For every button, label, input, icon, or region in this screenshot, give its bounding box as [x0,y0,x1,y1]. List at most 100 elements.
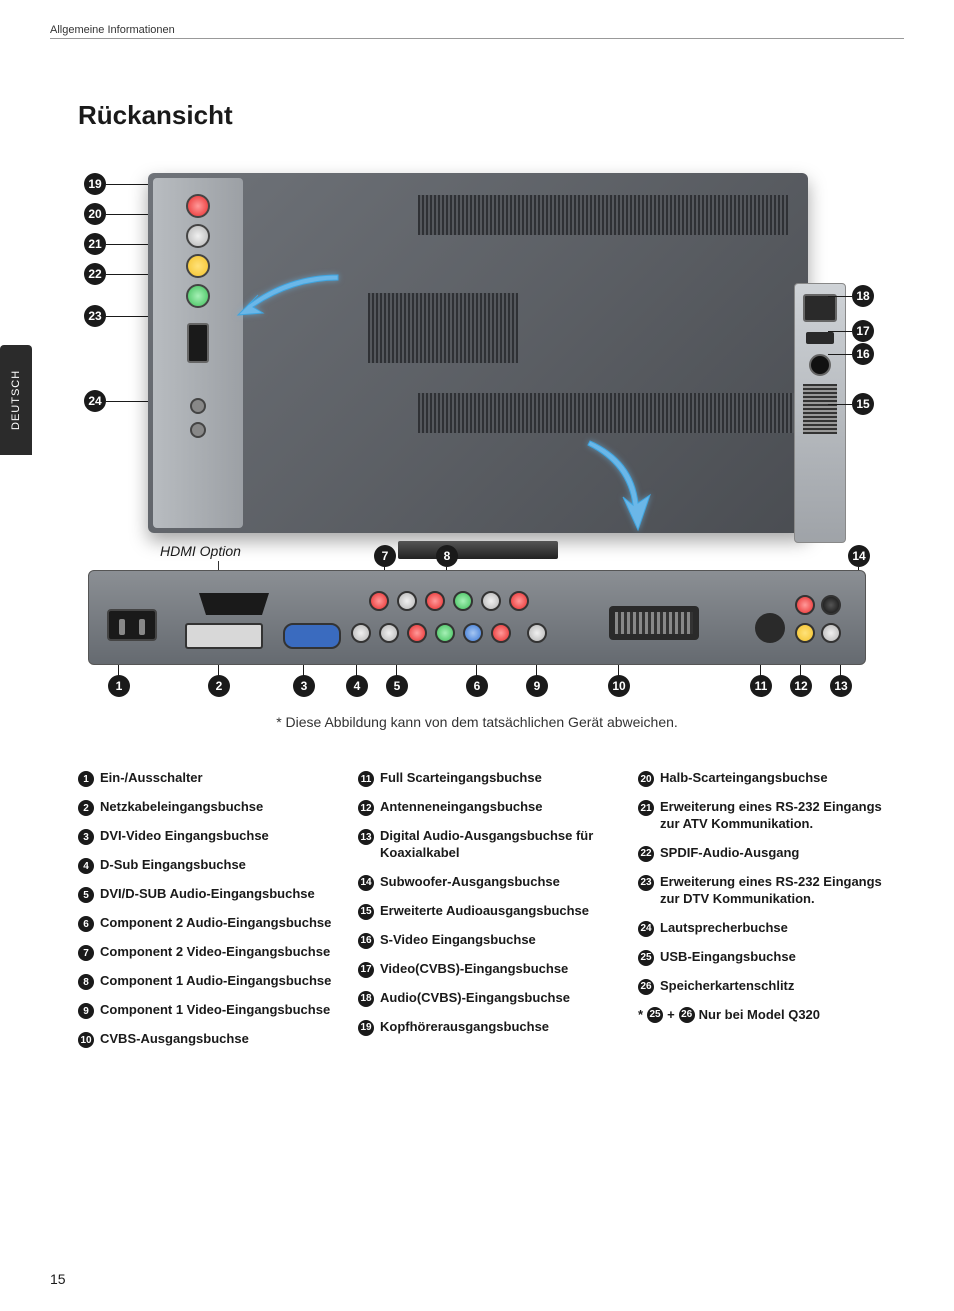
callout-number: 8 [436,545,458,567]
legend: 1Ein-/Ausschalter2Netzkabeleingangsbuchs… [78,770,898,1048]
footnote-text: Nur bei Model Q320 [699,1007,820,1022]
legend-column-2: 11Full Scarteingangsbuchse12Antenneneing… [358,770,618,1048]
dvi-audio-jack [351,623,371,643]
video-cvbs-port [806,332,834,344]
legend-label: CVBS-Ausgangsbuchse [100,1031,249,1048]
legend-label: Netzkabeleingangsbuchse [100,799,263,816]
half-scart-jack [186,224,210,248]
legend-item: 22SPDIF-Audio-Ausgang [638,845,898,862]
legend-number: 3 [78,829,94,845]
page-number: 15 [50,1271,66,1287]
legend-item: 3 DVI-Video Eingangsbuchse [78,828,338,845]
legend-item: 20Halb-Scarteingangsbuchse [638,770,898,787]
legend-number: 9 [78,1003,94,1019]
legend-item: 5 DVI/D-SUB Audio-Eingangsbuchse [78,886,338,903]
rs232-dtv-slot [187,323,209,363]
legend-item: 17 Video(CVBS)-Eingangsbuchse [358,961,618,978]
legend-item: 14 Subwoofer-Ausgangsbuchse [358,874,618,891]
legend-number: 11 [358,771,374,787]
legend-item: 11Full Scarteingangsbuchse [358,770,618,787]
header-rule [50,38,904,39]
callout-number: 2 [208,675,230,697]
legend-number: 23 [638,875,654,891]
tv-body [148,173,808,533]
component1-video-r [491,623,511,643]
legend-number: 4 [78,858,94,874]
hdmi-option-label: HDMI Option [160,543,241,559]
callout-number: 14 [848,545,870,567]
legend-item: 7Component 2 Video-Eingangsbuchse [78,944,338,961]
legend-item: 4 D-Sub Eingangsbuchse [78,857,338,874]
legend-number: 18 [358,991,374,1007]
legend-label: Subwoofer-Ausgangsbuchse [380,874,560,891]
legend-number: 2 [78,800,94,816]
headphone-jack [186,194,210,218]
legend-number: 15 [358,904,374,920]
legend-label: Erweiterung eines RS-232 Eingangs zur AT… [660,799,898,833]
legend-label: Lautsprecherbuchse [660,920,788,937]
dsub-port [283,623,341,649]
legend-number: 21 [638,800,654,816]
legend-item: 9Component 1 Video-Eingangsbuchse [78,1002,338,1019]
legend-item: 25USB-Eingangsbuchse [638,949,898,966]
legend-number: 5 [78,887,94,903]
legend-label: Erweiterung eines RS-232 Eingangs zur DT… [660,874,898,908]
callout-number: 16 [852,343,874,365]
left-jack-panel [153,178,243,528]
legend-label: DVI/D-SUB Audio-Eingangsbuchse [100,886,315,903]
callout-number: 4 [346,675,368,697]
rear-view-diagram: 192021222324 HDMI Option 78 [78,155,876,685]
component1-video-b [463,623,483,643]
footnote-num: 25 [647,1007,663,1023]
callout-number: 24 [84,390,106,412]
antenna-jack [821,623,841,643]
speaker-jack [190,398,206,414]
legend-item: 21 Erweiterung eines RS-232 Eingangs zur … [638,799,898,833]
dvi-port [185,623,263,649]
legend-label: DVI-Video Eingangsbuchse [100,828,269,845]
callout-number: 13 [830,675,852,697]
component2-video-w [397,591,417,611]
legend-label: Audio(CVBS)-Eingangsbuchse [380,990,570,1007]
audio-cvbs-port [803,294,837,322]
callout-number: 23 [84,305,106,327]
legend-item: 13Digital Audio-Ausgangsbuchse für Koaxi… [358,828,618,862]
legend-column-1: 1Ein-/Ausschalter2Netzkabeleingangsbuchs… [78,770,338,1048]
svideo-port [809,354,831,376]
component2-audio-w [379,623,399,643]
component1-audio-r2 [509,591,529,611]
callout-number: 17 [852,320,874,342]
legend-label: Halb-Scarteingangsbuchse [660,770,828,787]
legend-label: Kopfhörerausgangsbuchse [380,1019,549,1036]
legend-item: 19 Kopfhörerausgangsbuchse [358,1019,618,1036]
callout-number: 3 [293,675,315,697]
legend-item: 6Component 2 Audio-Eingangsbuchse [78,915,338,932]
legend-item: 18 Audio(CVBS)-Eingangsbuchse [358,990,618,1007]
callout-number: 6 [466,675,488,697]
legend-number: 7 [78,945,94,961]
legend-item: 24 Lautsprecherbuchse [638,920,898,937]
language-tab: DEUTSCH [0,345,32,455]
scart-full [755,613,785,643]
callout-leader [828,404,852,405]
component1-audio-r [425,591,445,611]
hdmi-port [199,593,269,615]
legend-label: USB-Eingangsbuchse [660,949,796,966]
legend-label: D-Sub Eingangsbuchse [100,857,246,874]
legend-number: 24 [638,921,654,937]
callout-number: 1 [108,675,130,697]
legend-number: 17 [358,962,374,978]
callout-arrow-left [228,265,348,325]
vent-grille [368,293,518,363]
legend-label: Video(CVBS)-Eingangsbuchse [380,961,568,978]
legend-number: 14 [358,875,374,891]
header-section: Allgemeine Informationen [50,24,175,36]
legend-label: Component 1 Audio-Eingangsbuchse [100,973,331,990]
legend-label: Erweiterte Audioausgangsbuchse [380,903,589,920]
callout-number: 7 [374,545,396,567]
legend-label: Antenneneingangsbuchse [380,799,543,816]
ac-inlet [107,609,157,641]
cvbs-out-jack [527,623,547,643]
right-jack-panel [794,283,846,543]
legend-number: 19 [358,1020,374,1036]
